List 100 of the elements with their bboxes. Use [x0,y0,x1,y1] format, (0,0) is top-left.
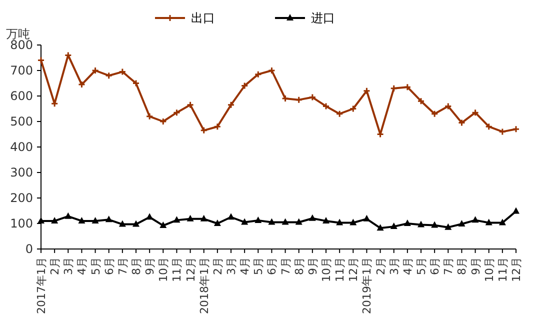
point [418,220,424,228]
legend-label: 进口 [311,11,335,25]
x-tick-label: 3月 [225,257,238,275]
point [214,220,221,226]
x-tick-label: 5月 [252,257,266,275]
x-tick-label: 5月 [415,257,428,275]
point [105,72,113,80]
point [404,83,412,91]
point [308,214,316,221]
point [173,216,180,223]
point [390,84,398,92]
x-tick-label: 4月 [401,257,414,275]
point [118,68,126,76]
point [349,105,357,112]
point [78,216,86,224]
point [350,218,357,226]
x-tick-label: 6月 [428,257,442,275]
y-tick-label: 600 [10,89,33,103]
point [64,51,72,59]
x-tick-label: 2017年1月 [35,257,48,314]
point [472,216,479,223]
x-tick-label: 9月 [144,257,157,275]
y-tick-label: 800 [10,38,33,52]
point [159,118,167,126]
y-tick-label: 700 [10,64,33,78]
x-tick-label: 4月 [76,257,89,275]
point [214,122,222,130]
point [200,126,208,134]
x-tick-label: 10月 [157,257,170,282]
x-tick-label: 2019年1月 [360,257,374,314]
y-tick-label: 400 [10,140,33,154]
x-tick-label: 7月 [279,257,292,275]
x-tick-label: 9月 [469,257,482,275]
point [472,108,480,116]
point [362,87,370,95]
y-tick-label: 200 [10,191,33,205]
point [512,207,520,214]
point [336,110,344,118]
x-tick-label: 2月 [48,257,62,275]
y-tick-label: 0 [25,242,33,256]
point [132,80,140,87]
point [363,214,370,222]
x-tick-label: 7月 [442,257,456,275]
point [146,213,154,220]
y-axis-title: 万吨 [6,27,30,41]
point [458,220,466,227]
point [268,66,276,74]
point [336,218,344,226]
point [254,70,262,78]
x-tick-label: 5月 [89,257,102,275]
x-tick-label: 10月 [482,257,496,282]
point [186,101,194,109]
point [444,223,452,230]
point [295,96,303,104]
point [498,218,506,226]
point [485,218,492,226]
point [295,218,302,225]
x-tick-label: 8月 [456,257,469,275]
point [146,112,154,120]
point [431,221,438,228]
point [282,218,289,225]
point [485,122,493,130]
point [78,80,86,88]
point [186,214,194,222]
x-tick-label: 3月 [62,257,76,275]
x-tick-label: 2月 [211,257,224,275]
point [227,101,235,109]
y-tick-label: 300 [10,166,33,180]
point [308,94,316,102]
x-tick-label: 7月 [116,257,130,275]
x-tick-label: 11月 [170,257,184,282]
x-tick-label: 11月 [334,257,347,282]
point [444,102,452,110]
point [132,220,140,227]
point [417,97,425,105]
x-tick-label: 12月 [510,257,523,282]
point [172,108,180,116]
x-tick-label: 12月 [347,257,360,282]
point [390,222,398,230]
x-tick-label: 6月 [266,257,279,275]
x-tick-label: 11月 [496,257,510,282]
point [92,66,100,74]
x-tick-label: 8月 [130,257,143,275]
point [498,128,506,136]
point [282,94,290,102]
point [240,82,248,90]
x-tick-label: 6月 [102,257,116,275]
point [118,220,126,227]
point [105,216,112,222]
legend-label: 出口 [191,11,215,25]
point [64,212,72,219]
point [51,216,58,224]
point [268,218,276,225]
point [241,218,248,225]
point [92,216,99,224]
point [322,102,330,110]
x-tick-label: 10月 [320,257,333,282]
y-tick-label: 100 [10,216,33,230]
x-tick-label: 9月 [306,257,320,275]
x-tick-label: 8月 [292,257,306,275]
